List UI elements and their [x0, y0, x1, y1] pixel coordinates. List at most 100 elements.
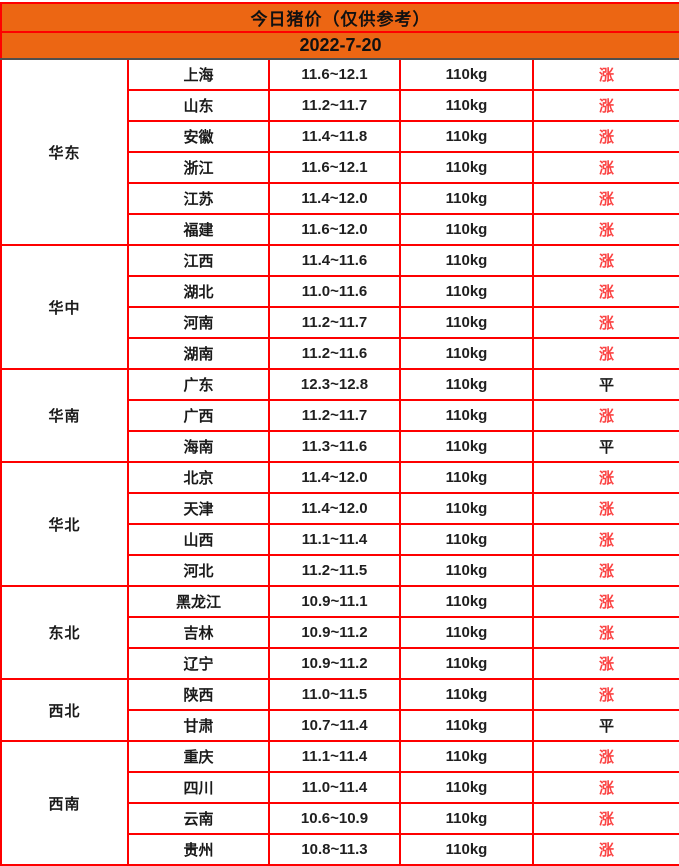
- province-cell: 天津: [127, 492, 270, 525]
- table-row: 华南 广东 12.3~12.8 110kg 平: [0, 368, 679, 463]
- price-range-cell: 11.4~12.0: [268, 461, 401, 494]
- date-row: 2022-7-20: [0, 31, 679, 60]
- province-cell: 甘肃: [127, 709, 270, 742]
- weight-cell: 110kg: [399, 709, 534, 742]
- table-row: 华北 北京 11.4~12.0 110kg 涨: [0, 461, 679, 587]
- trend-cell: 平: [531, 368, 679, 401]
- province-cell: 吉林: [127, 616, 270, 649]
- trend-cell: 涨: [531, 151, 679, 184]
- table-row: 山东 11.2~11.7 110kg 涨: [1, 89, 679, 122]
- price-range-cell: 11.4~11.6: [268, 244, 401, 277]
- trend-cell: 涨: [531, 554, 679, 587]
- price-range-cell: 10.8~11.3: [268, 833, 401, 866]
- trend-cell: 涨: [531, 616, 679, 649]
- weight-cell: 110kg: [399, 306, 534, 339]
- table-row: 海南 11.3~11.6 110kg 平: [1, 430, 679, 463]
- province-cell: 海南: [127, 430, 270, 463]
- page-title: 今日猪价（仅供参考）: [0, 2, 679, 33]
- weight-cell: 110kg: [399, 399, 534, 432]
- trend-cell: 涨: [531, 802, 679, 835]
- province-cell: 山东: [127, 89, 270, 122]
- table-row: 湖南 11.2~11.6 110kg 涨: [1, 337, 679, 370]
- trend-cell: 涨: [531, 740, 679, 773]
- weight-cell: 110kg: [399, 337, 534, 370]
- table-row: 江苏 11.4~12.0 110kg 涨: [1, 182, 679, 215]
- region-cell: 西南: [0, 740, 129, 866]
- province-cell: 重庆: [127, 740, 270, 773]
- price-range-cell: 11.6~12.1: [268, 151, 401, 184]
- table-row: 福建 11.6~12.0 110kg 涨: [1, 213, 679, 246]
- region-cell: 华北: [0, 461, 129, 587]
- weight-cell: 110kg: [399, 492, 534, 525]
- table-row: 四川 11.0~11.4 110kg 涨: [1, 771, 679, 804]
- price-range-cell: 12.3~12.8: [268, 368, 401, 401]
- price-range-cell: 11.4~12.0: [268, 182, 401, 215]
- region-cell: 东北: [0, 585, 129, 680]
- price-range-cell: 11.0~11.4: [268, 771, 401, 804]
- province-cell: 陕西: [127, 678, 270, 711]
- price-range-cell: 10.9~11.2: [268, 616, 401, 649]
- price-range-cell: 11.4~11.8: [268, 120, 401, 153]
- weight-cell: 110kg: [399, 616, 534, 649]
- trend-cell: 涨: [531, 585, 679, 618]
- province-cell: 云南: [127, 802, 270, 835]
- price-range-cell: 11.2~11.7: [268, 306, 401, 339]
- weight-cell: 110kg: [399, 647, 534, 680]
- weight-cell: 110kg: [399, 182, 534, 215]
- price-range-cell: 11.6~12.0: [268, 213, 401, 246]
- province-cell: 安徽: [127, 120, 270, 153]
- price-range-cell: 11.1~11.4: [268, 523, 401, 556]
- weight-cell: 110kg: [399, 151, 534, 184]
- weight-cell: 110kg: [399, 771, 534, 804]
- province-cell: 河北: [127, 554, 270, 587]
- date-label: 2022-7-20: [0, 31, 679, 60]
- weight-cell: 110kg: [399, 523, 534, 556]
- price-range-cell: 11.4~12.0: [268, 492, 401, 525]
- region-cell: 西北: [0, 678, 129, 742]
- price-range-cell: 11.2~11.5: [268, 554, 401, 587]
- province-cell: 湖南: [127, 337, 270, 370]
- trend-cell: 涨: [531, 833, 679, 866]
- price-range-cell: 10.6~10.9: [268, 802, 401, 835]
- price-range-cell: 10.7~11.4: [268, 709, 401, 742]
- trend-cell: 涨: [531, 89, 679, 122]
- trend-cell: 涨: [531, 399, 679, 432]
- region-cell: 华中: [0, 244, 129, 370]
- table-row: 天津 11.4~12.0 110kg 涨: [1, 492, 679, 525]
- weight-cell: 110kg: [399, 461, 534, 494]
- trend-cell: 涨: [531, 213, 679, 246]
- region-cell: 华南: [0, 368, 129, 463]
- trend-cell: 涨: [531, 647, 679, 680]
- province-cell: 湖北: [127, 275, 270, 308]
- price-range-cell: 11.3~11.6: [268, 430, 401, 463]
- weight-cell: 110kg: [399, 368, 534, 401]
- province-cell: 江西: [127, 244, 270, 277]
- province-cell: 北京: [127, 461, 270, 494]
- table-row: 山西 11.1~11.4 110kg 涨: [1, 523, 679, 556]
- trend-cell: 涨: [531, 461, 679, 494]
- trend-cell: 涨: [531, 523, 679, 556]
- weight-cell: 110kg: [399, 585, 534, 618]
- trend-cell: 涨: [531, 492, 679, 525]
- province-cell: 浙江: [127, 151, 270, 184]
- table-row: 华中 江西 11.4~11.6 110kg 涨: [0, 244, 679, 370]
- price-range-cell: 10.9~11.1: [268, 585, 401, 618]
- province-cell: 广西: [127, 399, 270, 432]
- trend-cell: 涨: [531, 58, 679, 91]
- province-cell: 河南: [127, 306, 270, 339]
- table-row: 广西 11.2~11.7 110kg 涨: [1, 399, 679, 432]
- table-row: 吉林 10.9~11.2 110kg 涨: [1, 616, 679, 649]
- table-row: 华东 上海 11.6~12.1 110kg 涨: [0, 58, 679, 246]
- trend-cell: 涨: [531, 275, 679, 308]
- title-row: 今日猪价（仅供参考）: [0, 2, 679, 33]
- weight-cell: 110kg: [399, 678, 534, 711]
- weight-cell: 110kg: [399, 740, 534, 773]
- price-range-cell: 11.0~11.5: [268, 678, 401, 711]
- province-cell: 四川: [127, 771, 270, 804]
- weight-cell: 110kg: [399, 213, 534, 246]
- trend-cell: 平: [531, 709, 679, 742]
- price-range-cell: 11.1~11.4: [268, 740, 401, 773]
- province-cell: 上海: [127, 58, 270, 91]
- weight-cell: 110kg: [399, 120, 534, 153]
